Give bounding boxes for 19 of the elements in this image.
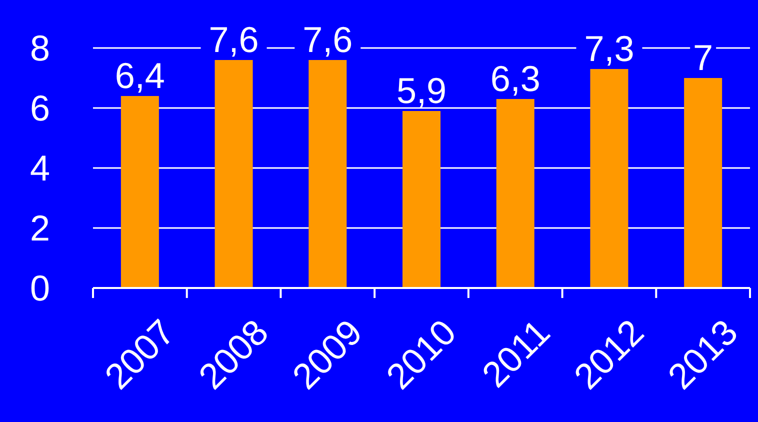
- data-label: 7: [693, 37, 714, 78]
- data-label: 6,4: [114, 55, 165, 96]
- bar: [214, 60, 253, 288]
- y-tick-label: 0: [30, 268, 50, 308]
- y-tick-label: 6: [30, 88, 50, 128]
- bar: [308, 60, 347, 288]
- bar: [590, 69, 628, 288]
- y-tick-label: 8: [30, 28, 50, 68]
- data-label: 7,3: [584, 28, 634, 69]
- bar: [496, 99, 534, 288]
- y-tick-label: 2: [30, 208, 50, 248]
- bar: [684, 78, 722, 288]
- bar: [402, 111, 440, 288]
- data-label: 5,9: [396, 70, 447, 111]
- data-label: 6,3: [490, 58, 540, 99]
- data-label: 7,6: [302, 19, 353, 60]
- bar: [120, 96, 159, 288]
- data-label: 7,6: [208, 19, 259, 60]
- y-tick-label: 4: [30, 148, 50, 188]
